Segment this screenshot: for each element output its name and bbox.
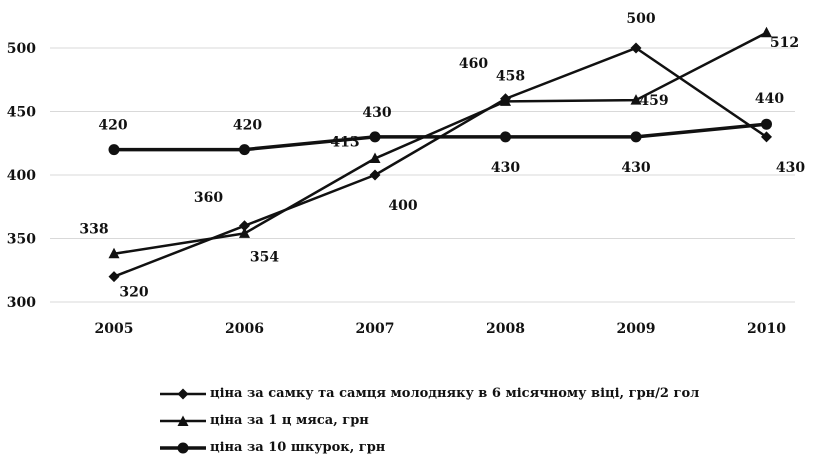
y-tick-label: 350 [7, 232, 36, 248]
legend-label: ціна за 1 ц мяса, грн [210, 413, 369, 428]
legend-item-1: ціна за 1 ц мяса, грн [160, 407, 699, 434]
data-label: 413 [330, 134, 359, 150]
x-tick-label: 2010 [747, 321, 786, 337]
data-label: 320 [119, 285, 148, 301]
data-label: 460 [459, 56, 488, 72]
data-label: 354 [250, 249, 279, 265]
circle-marker [239, 144, 250, 156]
y-tick-label: 300 [7, 295, 36, 311]
legend-swatch-circle [160, 442, 206, 453]
legend-item-0: ціна за самку та самця молодняку в 6 міс… [160, 380, 699, 407]
circle-marker [108, 144, 120, 156]
triangle-marker [761, 26, 772, 38]
circle-marker [761, 118, 772, 130]
legend-swatch-triangle [160, 415, 206, 426]
legend-item-2: ціна за 10 шкурок, грн [160, 434, 699, 461]
data-label: 430 [621, 160, 650, 176]
x-tick-label: 2009 [617, 321, 656, 337]
circle-marker [500, 131, 511, 143]
diamond-marker [369, 169, 381, 181]
series-line-1 [113, 31, 768, 255]
circle-marker [369, 131, 381, 143]
data-label: 360 [194, 190, 223, 206]
x-tick-label: 2007 [356, 321, 395, 337]
data-label: 440 [755, 91, 784, 107]
x-tick-label: 2006 [225, 321, 264, 337]
y-tick-label: 500 [7, 41, 36, 57]
data-label: 420 [233, 118, 262, 134]
y-tick-label: 450 [7, 105, 36, 121]
triangle-marker [369, 152, 381, 163]
series-line-2 [114, 122, 767, 152]
diamond-marker [761, 131, 772, 143]
data-label: 458 [496, 68, 525, 84]
diamond-marker [630, 42, 642, 54]
data-label: 338 [79, 222, 108, 238]
legend-label: ціна за самку та самця молодняку в 6 міс… [210, 386, 700, 401]
diamond-marker [239, 220, 250, 232]
circle-marker [630, 131, 642, 143]
data-label: 500 [626, 11, 655, 27]
data-label: 430 [362, 105, 391, 121]
diamond-marker [108, 271, 120, 283]
data-label: 512 [770, 35, 799, 51]
data-label: 459 [639, 93, 668, 109]
triangle-marker [500, 95, 511, 106]
y-tick-label: 400 [7, 168, 36, 184]
triangle-marker [630, 94, 642, 105]
data-label: 430 [491, 160, 520, 176]
data-label: 420 [98, 118, 127, 134]
triangle-marker [108, 247, 120, 259]
legend-label: ціна за 10 шкурок, грн [210, 440, 386, 455]
x-tick-label: 2008 [486, 321, 525, 337]
data-label: 430 [776, 160, 805, 176]
data-label: 400 [388, 198, 417, 214]
line-chart: 300 350 400 450 500 2005 2006 2007 2008 2009 2010 3… [7, 11, 806, 337]
legend: ціна за самку та самця молодняку в 6 міс… [160, 380, 699, 461]
triangle-marker [239, 227, 250, 238]
x-tick-label: 2005 [95, 321, 134, 337]
legend-swatch-diamond [160, 388, 206, 399]
